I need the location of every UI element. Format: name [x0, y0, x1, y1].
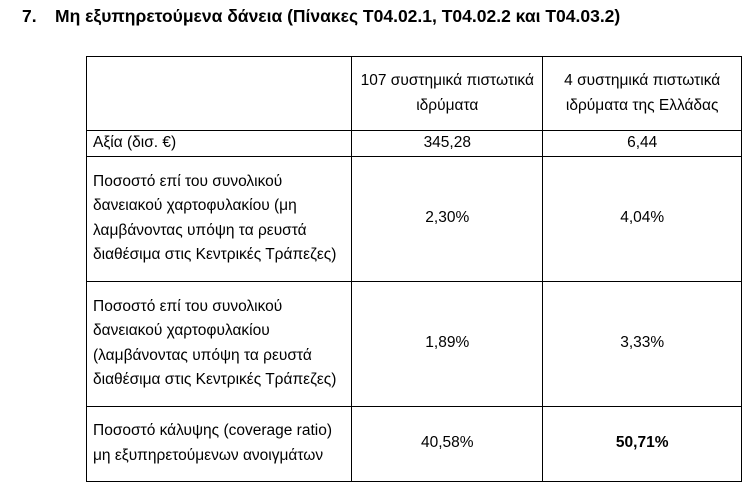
section-title: Μη εξυπηρετούμενα δάνεια (Πίνακες Τ04.02… — [55, 6, 621, 26]
row-label: Ποσοστό επί του συνολικού δανειακού χαρτ… — [85, 155, 353, 282]
value-107: 1,89% — [351, 280, 544, 407]
value-107: 40,58% — [351, 405, 544, 482]
value-4: 6,44 — [542, 130, 742, 157]
header-4-greek-institutions: 4 συστημικά πιστωτικά ιδρύματα της Ελλάδ… — [542, 56, 742, 131]
table-row: Ποσοστό επί του συνολικού δανειακού χαρτ… — [85, 280, 742, 407]
value-4-highlighted: 50,71% — [542, 405, 742, 482]
row-label: Ποσοστό κάλυψης (coverage ratio) μη εξυπ… — [85, 405, 353, 482]
section-heading: 7. Μη εξυπηρετούμενα δάνεια (Πίνακες Τ04.… — [22, 6, 620, 27]
value-4: 3,33% — [542, 280, 742, 407]
table-header-row: 107 συστημικά πιστωτικά ιδρύματα 4 συστη… — [85, 56, 742, 131]
npl-table: 107 συστημικά πιστωτικά ιδρύματα 4 συστη… — [85, 56, 742, 482]
value-107: 2,30% — [351, 155, 544, 282]
table-row: Αξία (δισ. €) 345,28 6,44 — [85, 130, 742, 157]
value-4: 4,04% — [542, 155, 742, 282]
row-label: Αξία (δισ. €) — [85, 130, 353, 157]
section-number: 7. — [22, 6, 37, 26]
header-empty-cell — [85, 56, 353, 131]
value-107: 345,28 — [351, 130, 544, 157]
table-row: Ποσοστό κάλυψης (coverage ratio) μη εξυπ… — [85, 405, 742, 482]
row-label: Ποσοστό επί του συνολικού δανειακού χαρτ… — [85, 280, 353, 407]
table-row: Ποσοστό επί του συνολικού δανειακού χαρτ… — [85, 155, 742, 282]
header-107-institutions: 107 συστημικά πιστωτικά ιδρύματα — [351, 56, 544, 131]
